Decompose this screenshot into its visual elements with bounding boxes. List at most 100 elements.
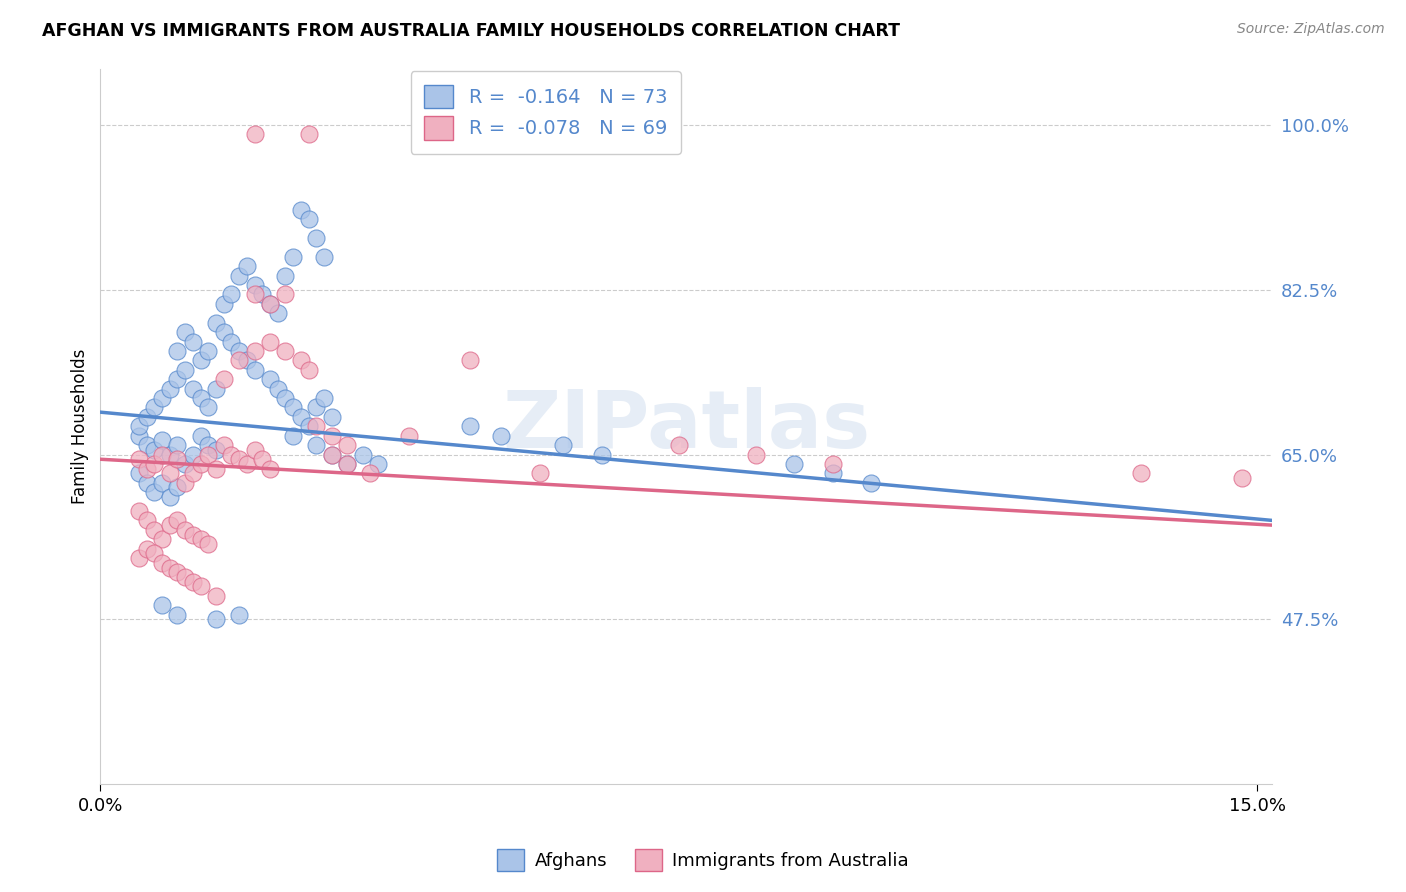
Point: [197, 343, 219, 358]
Point: [281, 250, 304, 264]
Point: [259, 297, 281, 311]
Y-axis label: Family Households: Family Households: [72, 349, 89, 504]
Point: [166, 513, 188, 527]
Point: [297, 419, 319, 434]
Point: [190, 391, 212, 405]
Point: [305, 401, 328, 415]
Point: [143, 442, 166, 457]
Point: [197, 438, 219, 452]
Point: [150, 475, 173, 490]
Point: [236, 259, 259, 273]
Point: [491, 428, 513, 442]
Point: [181, 527, 204, 541]
Point: [267, 306, 290, 320]
Point: [243, 442, 266, 457]
Point: [150, 556, 173, 570]
Point: [190, 457, 212, 471]
Point: [236, 457, 259, 471]
Point: [197, 537, 219, 551]
Point: [359, 467, 381, 481]
Point: [143, 457, 166, 471]
Point: [212, 372, 235, 386]
Point: [143, 546, 166, 560]
Point: [321, 409, 343, 424]
Point: [783, 457, 806, 471]
Point: [128, 551, 150, 566]
Point: [174, 523, 197, 537]
Point: [190, 428, 212, 442]
Point: [551, 438, 574, 452]
Point: [159, 448, 181, 462]
Point: [143, 523, 166, 537]
Point: [1230, 471, 1253, 485]
Point: [166, 481, 188, 495]
Point: [135, 438, 157, 452]
Point: [243, 278, 266, 293]
Point: [128, 504, 150, 518]
Point: [181, 334, 204, 349]
Point: [243, 343, 266, 358]
Point: [143, 401, 166, 415]
Point: [174, 570, 197, 584]
Point: [274, 287, 297, 301]
Point: [205, 461, 228, 475]
Point: [135, 541, 157, 556]
Point: [221, 334, 243, 349]
Point: [205, 612, 228, 626]
Point: [128, 419, 150, 434]
Point: [135, 461, 157, 475]
Point: [190, 533, 212, 547]
Point: [166, 372, 188, 386]
Point: [281, 428, 304, 442]
Point: [321, 428, 343, 442]
Point: [174, 325, 197, 339]
Point: [128, 452, 150, 467]
Point: [243, 363, 266, 377]
Point: [174, 475, 197, 490]
Legend: Afghans, Immigrants from Australia: Afghans, Immigrants from Australia: [489, 842, 917, 879]
Point: [221, 448, 243, 462]
Point: [352, 448, 374, 462]
Point: [166, 343, 188, 358]
Point: [243, 287, 266, 301]
Point: [1130, 467, 1153, 481]
Point: [336, 457, 359, 471]
Point: [174, 363, 197, 377]
Point: [150, 434, 173, 448]
Point: [228, 343, 250, 358]
Point: [181, 448, 204, 462]
Point: [135, 475, 157, 490]
Point: [305, 419, 328, 434]
Point: [305, 231, 328, 245]
Point: [821, 467, 844, 481]
Point: [259, 334, 281, 349]
Point: [336, 438, 359, 452]
Point: [181, 574, 204, 589]
Point: [281, 401, 304, 415]
Point: [668, 438, 690, 452]
Point: [745, 448, 768, 462]
Point: [166, 438, 188, 452]
Point: [159, 518, 181, 533]
Point: [228, 353, 250, 368]
Point: [290, 202, 312, 217]
Point: [274, 268, 297, 283]
Point: [205, 316, 228, 330]
Point: [228, 452, 250, 467]
Point: [159, 560, 181, 574]
Point: [228, 268, 250, 283]
Point: [290, 353, 312, 368]
Point: [297, 212, 319, 227]
Point: [221, 287, 243, 301]
Point: [212, 438, 235, 452]
Point: [197, 448, 219, 462]
Point: [297, 363, 319, 377]
Point: [821, 457, 844, 471]
Point: [236, 353, 259, 368]
Point: [135, 513, 157, 527]
Point: [860, 475, 883, 490]
Point: [150, 598, 173, 612]
Point: [591, 448, 613, 462]
Point: [159, 382, 181, 396]
Point: [290, 409, 312, 424]
